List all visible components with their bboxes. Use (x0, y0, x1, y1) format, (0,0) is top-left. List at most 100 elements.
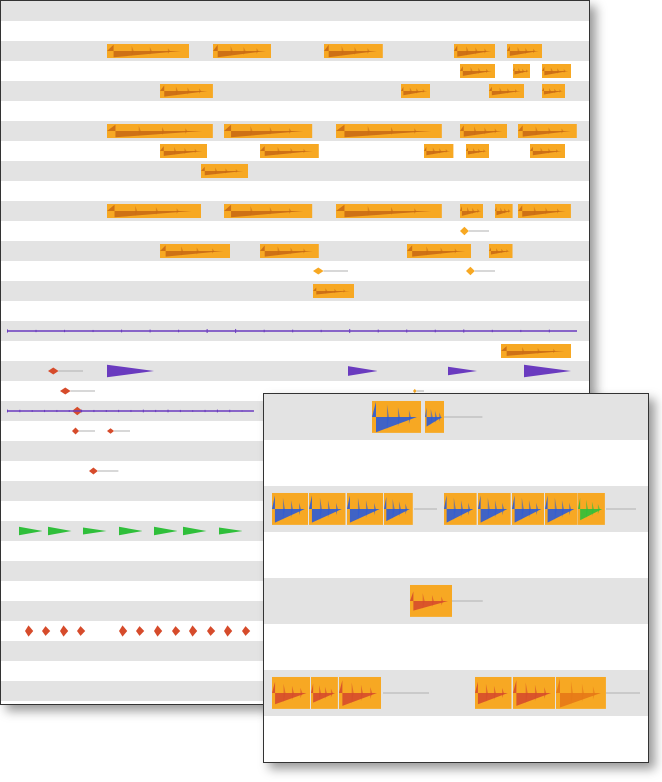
audio-track[interactable] (1, 121, 589, 141)
audio-clip[interactable] (444, 401, 482, 433)
audio-clip[interactable] (410, 585, 452, 617)
audio-clip[interactable] (339, 677, 381, 709)
audio-clip[interactable] (495, 204, 513, 218)
audio-clip[interactable] (7, 324, 577, 338)
audio-clip[interactable] (478, 493, 511, 525)
audio-clip[interactable] (578, 493, 605, 525)
audio-clip[interactable] (425, 401, 444, 433)
audio-track[interactable] (1, 141, 589, 161)
audio-clip[interactable] (606, 677, 641, 709)
audio-clip[interactable] (107, 424, 131, 438)
audio-clip[interactable] (83, 524, 107, 538)
audio-track[interactable] (1, 241, 589, 261)
audio-clip[interactable] (401, 84, 430, 98)
audio-clip[interactable] (260, 144, 319, 158)
audio-clip[interactable] (452, 585, 483, 617)
audio-clip[interactable] (542, 64, 571, 78)
audio-clip[interactable] (272, 493, 308, 525)
audio-track[interactable] (1, 221, 589, 241)
audio-track[interactable] (1, 261, 589, 281)
audio-clip[interactable] (60, 624, 72, 638)
audio-track[interactable] (1, 181, 589, 201)
audio-clip[interactable] (383, 677, 429, 709)
audio-clip[interactable] (309, 493, 345, 525)
audio-clip[interactable] (372, 401, 422, 433)
audio-track[interactable] (1, 281, 589, 301)
audio-clip[interactable] (136, 624, 148, 638)
audio-clip[interactable] (336, 124, 442, 138)
audio-clip[interactable] (89, 464, 118, 478)
audio-clip[interactable] (336, 204, 442, 218)
audio-clip[interactable] (489, 244, 513, 258)
audio-clip[interactable] (107, 364, 154, 378)
audio-track[interactable] (1, 321, 589, 341)
audio-track[interactable] (1, 301, 589, 321)
audio-track[interactable] (1, 81, 589, 101)
audio-clip[interactable] (556, 677, 606, 709)
audio-clip[interactable] (460, 124, 507, 138)
audio-clip[interactable] (160, 144, 207, 158)
audio-clip[interactable] (119, 524, 143, 538)
audio-track[interactable] (264, 578, 648, 624)
audio-track[interactable] (264, 624, 648, 670)
audio-clip[interactable] (460, 204, 484, 218)
audio-clip[interactable] (7, 404, 254, 418)
audio-clip[interactable] (313, 284, 354, 298)
audio-clip[interactable] (513, 64, 531, 78)
audio-clip[interactable] (507, 44, 542, 58)
audio-clip[interactable] (219, 524, 243, 538)
audio-track[interactable] (264, 670, 648, 716)
audio-clip[interactable] (160, 84, 213, 98)
audio-clip[interactable] (224, 124, 312, 138)
audio-track[interactable] (1, 41, 589, 61)
audio-clip[interactable] (272, 677, 310, 709)
audio-clip[interactable] (407, 244, 472, 258)
audio-track[interactable] (1, 341, 589, 361)
audio-clip[interactable] (475, 677, 511, 709)
audio-track[interactable] (264, 532, 648, 578)
audio-clip[interactable] (260, 244, 319, 258)
inset-timeline-panel[interactable] (263, 393, 649, 763)
audio-track[interactable] (1, 61, 589, 81)
audio-track[interactable] (1, 161, 589, 181)
audio-clip[interactable] (224, 624, 236, 638)
audio-clip[interactable] (213, 44, 272, 58)
audio-clip[interactable] (348, 364, 377, 378)
audio-clip[interactable] (384, 493, 413, 525)
audio-clip[interactable] (42, 624, 54, 638)
audio-track[interactable] (264, 486, 648, 532)
audio-clip[interactable] (60, 384, 95, 398)
audio-clip[interactable] (454, 44, 495, 58)
audio-clip[interactable] (77, 624, 89, 638)
audio-clip[interactable] (207, 624, 219, 638)
audio-clip[interactable] (172, 624, 184, 638)
audio-clip[interactable] (448, 364, 477, 378)
audio-clip[interactable] (154, 624, 166, 638)
audio-clip[interactable] (25, 624, 37, 638)
audio-clip[interactable] (424, 144, 453, 158)
audio-clip[interactable] (107, 204, 201, 218)
audio-clip[interactable] (460, 224, 489, 238)
audio-clip[interactable] (460, 64, 495, 78)
audio-clip[interactable] (183, 524, 207, 538)
audio-clip[interactable] (72, 424, 96, 438)
audio-clip[interactable] (311, 677, 338, 709)
audio-track[interactable] (1, 361, 589, 381)
audio-clip[interactable] (119, 624, 131, 638)
audio-clip[interactable] (154, 524, 178, 538)
audio-clip[interactable] (224, 204, 312, 218)
audio-track[interactable] (1, 201, 589, 221)
audio-clip[interactable] (107, 44, 189, 58)
audio-clip[interactable] (524, 364, 571, 378)
audio-clip[interactable] (160, 244, 231, 258)
audio-clip[interactable] (189, 624, 201, 638)
audio-clip[interactable] (414, 493, 437, 525)
audio-clip[interactable] (542, 84, 566, 98)
audio-clip[interactable] (545, 493, 578, 525)
audio-clip[interactable] (518, 204, 571, 218)
audio-clip[interactable] (518, 124, 577, 138)
audio-track[interactable] (1, 101, 589, 121)
audio-clip[interactable] (530, 144, 565, 158)
audio-track[interactable] (264, 440, 648, 486)
audio-track[interactable] (264, 716, 648, 762)
